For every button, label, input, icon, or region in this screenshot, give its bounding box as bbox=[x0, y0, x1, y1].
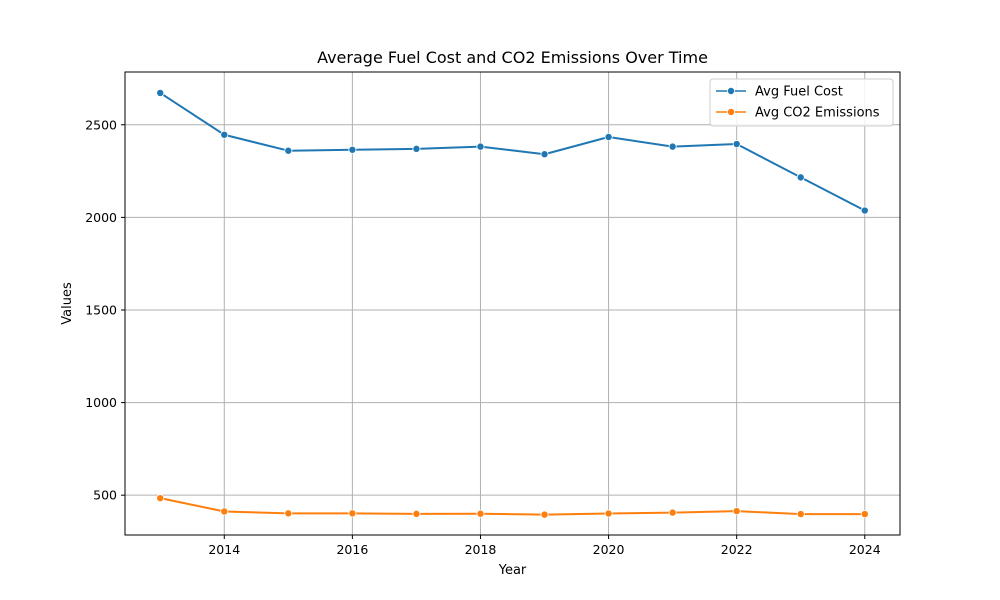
legend: Avg Fuel Cost Avg CO2 Emissions bbox=[709, 78, 894, 127]
data-point-avg-fuel-cost bbox=[668, 142, 677, 151]
data-point-avg-co2-emissions bbox=[284, 509, 293, 518]
data-point-avg-fuel-cost bbox=[156, 88, 165, 97]
data-point-avg-co2-emissions bbox=[220, 507, 229, 516]
data-point-avg-co2-emissions bbox=[860, 510, 869, 519]
x-tick-label: 2020 bbox=[593, 542, 625, 557]
axis-ticks: 2014 2016 2018 2020 2022 2024 500 1000 1500 2000 2… bbox=[85, 117, 881, 557]
x-tick-label: 2018 bbox=[465, 542, 497, 557]
series bbox=[156, 88, 869, 519]
data-point-avg-fuel-cost bbox=[732, 140, 741, 149]
data-point-avg-fuel-cost bbox=[604, 133, 613, 142]
legend-box bbox=[709, 78, 894, 127]
y-tick-label: 1000 bbox=[85, 395, 117, 410]
series-avg-fuel-cost bbox=[156, 88, 869, 215]
y-tick-label: 1500 bbox=[85, 302, 117, 317]
data-point-avg-co2-emissions bbox=[412, 509, 421, 518]
data-point-avg-co2-emissions bbox=[156, 494, 165, 503]
data-point-avg-fuel-cost bbox=[860, 206, 869, 215]
legend-entry-avg-co2-emissions: Avg CO2 Emissions bbox=[716, 106, 880, 121]
data-point-avg-fuel-cost bbox=[476, 142, 485, 151]
x-tick-label: 2024 bbox=[849, 542, 881, 557]
data-point-avg-co2-emissions bbox=[476, 509, 485, 518]
data-point-avg-fuel-cost bbox=[220, 130, 229, 139]
y-tick-label: 2500 bbox=[85, 117, 117, 132]
y-tick-label: 500 bbox=[93, 488, 117, 503]
x-axis-label: Year bbox=[498, 563, 527, 578]
data-point-avg-fuel-cost bbox=[348, 145, 357, 154]
data-point-avg-fuel-cost bbox=[284, 146, 293, 155]
x-tick-label: 2016 bbox=[336, 542, 368, 557]
data-point-avg-co2-emissions bbox=[540, 510, 549, 519]
x-tick-label: 2022 bbox=[721, 542, 753, 557]
series-avg-co2-emissions bbox=[156, 494, 869, 519]
data-point-avg-fuel-cost bbox=[540, 150, 549, 159]
data-point-avg-co2-emissions bbox=[732, 507, 741, 516]
data-point-avg-co2-emissions bbox=[668, 508, 677, 517]
plot-area-frame bbox=[124, 71, 901, 536]
legend-entry-avg-fuel-cost: Avg Fuel Cost bbox=[716, 85, 843, 100]
data-point-avg-co2-emissions bbox=[348, 509, 357, 518]
series-line-avg-co2-emissions bbox=[160, 497, 865, 516]
legend-label-avg-co2-emissions: Avg CO2 Emissions bbox=[755, 106, 880, 121]
y-axis-label: Values bbox=[60, 282, 75, 325]
data-point-avg-co2-emissions bbox=[604, 509, 613, 518]
legend-swatch-marker bbox=[727, 87, 736, 96]
chart-title: Average Fuel Cost and CO2 Emissions Over… bbox=[317, 48, 708, 67]
data-point-avg-fuel-cost bbox=[796, 173, 805, 182]
x-tick-label: 2014 bbox=[208, 542, 240, 557]
series-line-avg-fuel-cost bbox=[159, 92, 866, 212]
data-point-avg-co2-emissions bbox=[796, 510, 805, 519]
data-point-avg-fuel-cost bbox=[412, 144, 421, 153]
legend-swatch-marker bbox=[727, 108, 736, 117]
legend-label-avg-fuel-cost: Avg Fuel Cost bbox=[755, 85, 843, 100]
y-tick-label: 2000 bbox=[85, 210, 117, 225]
